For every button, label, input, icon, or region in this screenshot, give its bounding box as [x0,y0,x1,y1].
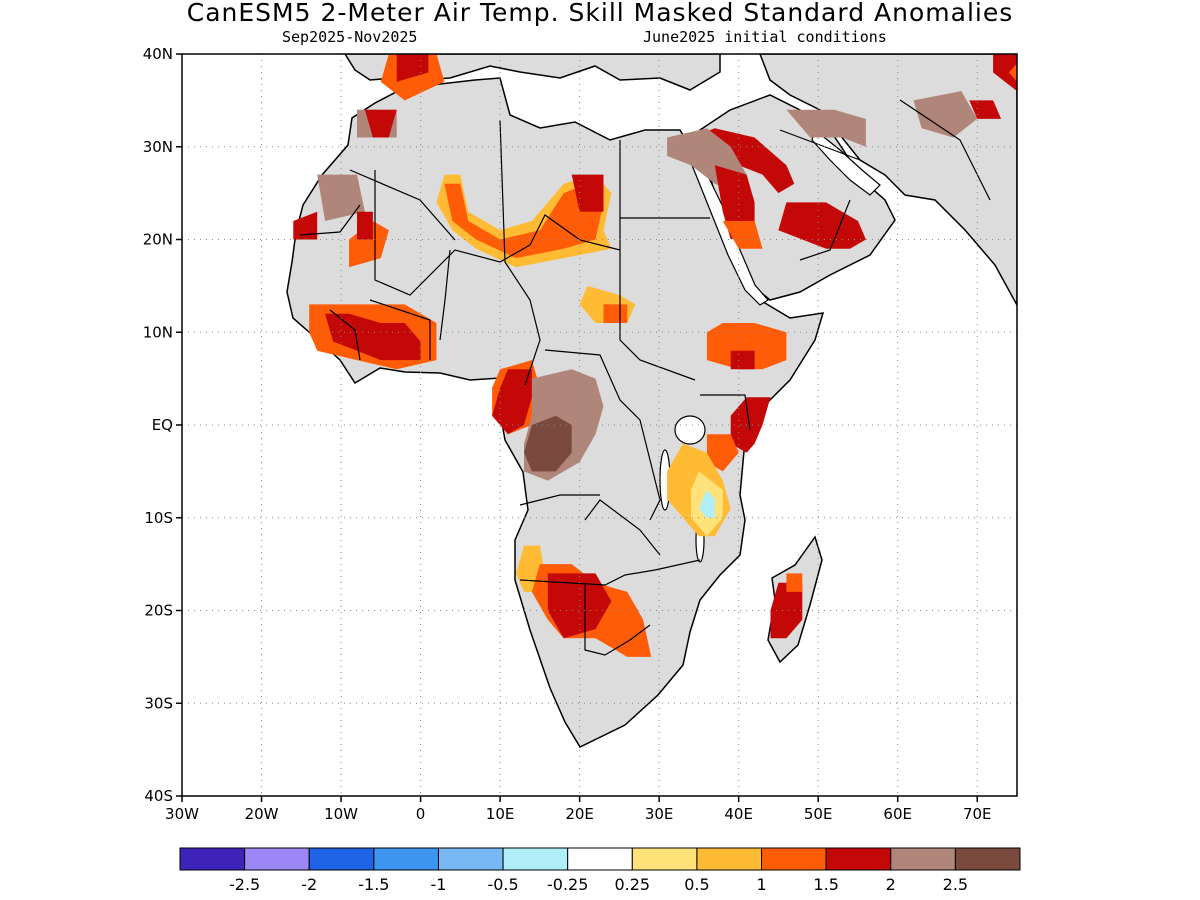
lon-tick-label: 30E [645,805,674,823]
anomaly-region-40 [786,573,803,592]
anomaly-region-4 [364,109,397,138]
colorbar-swatch [567,847,633,871]
anomaly-region-38 [547,573,612,639]
anomaly-region-18 [524,415,572,472]
lon-tick-label: 30W [165,805,199,823]
colorbar-label: -0.5 [487,875,518,894]
colorbar-label: -2.5 [229,875,260,894]
initial-conditions-label: June2025 initial conditions [643,28,887,46]
colorbar-swatch [308,847,375,871]
colorbar-swatch [179,847,246,871]
anomaly-region-6 [293,211,318,240]
lon-tick-label: 0 [416,805,426,823]
colorbar-label: -2 [301,875,317,894]
colorbar-label: 0.5 [684,875,709,894]
lon-tick-label: 20E [565,805,594,823]
anomaly-region-20 [730,350,755,370]
land-layer [286,54,1017,748]
colorbar-label: -1 [430,875,446,894]
anomaly-region-9 [444,183,604,259]
colorbar-swatch [825,847,892,871]
colorbar-label: 1.5 [813,875,838,894]
colorbar-swatch [631,847,698,871]
lat-tick-label: EQ [152,416,173,434]
anomaly-region-21 [730,397,771,453]
colorbar-swatch [437,847,504,871]
anomaly-region-32 [913,91,978,138]
lon-tick-label: 40E [724,805,753,823]
colorbar-swatch [696,847,763,871]
lat-tick-label: 20S [144,602,173,620]
season-label: Sep2025-Nov2025 [282,28,418,46]
anomaly-region-19 [706,323,787,370]
lon-tick-label: 60E [883,805,912,823]
colorbar-swatch [954,847,1021,871]
country-borders [299,99,991,656]
colorbar: -2.5 -2 -1.5 -1 -0.5 -0.25 0.25 0.5 1 1.5 2 2.5 [179,847,1021,894]
lon-tick-label: 70E [963,805,992,823]
anomaly-region-39 [770,582,803,639]
anomaly-region-7 [357,211,373,240]
anomaly-region-35 [1009,63,1017,82]
anomaly-region-22 [706,434,739,472]
lake-victoria [674,415,706,445]
colorbar-label: 1 [756,875,766,894]
lon-tick-label: 10W [324,805,358,823]
colorbar-swatch [244,847,310,871]
anomaly-layer [293,54,1017,657]
anomaly-region-34 [993,54,1017,92]
lat-tick-label: 10S [144,509,173,527]
lon-tick-label: 10E [486,805,515,823]
colorbar-label: -1.5 [358,875,389,894]
colorbar-swatch [890,847,956,871]
colorbar-label: -0.25 [547,875,588,894]
lat-tick-label: 40S [144,787,173,805]
anomaly-region-29 [722,221,763,249]
lon-tick-label: 50E [804,805,833,823]
lon-tick-label: 20W [245,805,279,823]
colorbar-label: 0.25 [614,875,650,894]
colorbar-swatch [502,847,569,871]
map-title: CanESM5 2-Meter Air Temp. Skill Masked S… [186,0,1014,27]
colorbar-label: 2.5 [943,875,968,894]
colorbar-swatch [761,847,827,871]
anomaly-region-28 [714,165,755,240]
anomaly-region-12 [603,304,628,323]
colorbar-swatch [373,847,439,871]
lat-tick-label: 30N [143,138,173,156]
colorbar-label: 2 [886,875,896,894]
lat-tick-label: 40N [143,45,173,63]
anomaly-region-5 [317,174,365,221]
lat-tick-label: 10N [143,323,173,341]
anomaly-region-31 [786,109,866,147]
anomaly-region-16 [492,369,532,435]
grid-lines [182,54,1017,796]
lat-tick-label: 20N [143,231,173,249]
lat-tick-label: 30S [144,694,173,712]
anomaly-region-25 [698,489,715,518]
anomaly-region-10 [571,174,604,212]
